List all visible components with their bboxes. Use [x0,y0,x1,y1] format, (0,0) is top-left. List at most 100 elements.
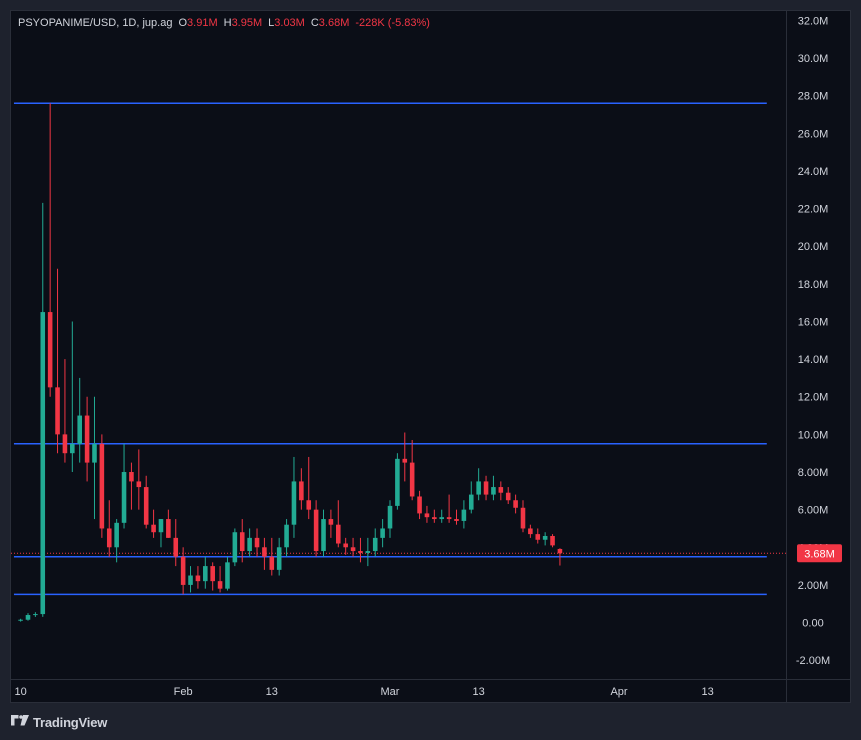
candle-body [387,505,393,529]
price-tick-label: 24.0M [798,166,829,178]
candle-body [70,443,75,454]
candle-body [358,551,363,553]
candle [513,494,518,514]
candle [239,519,245,563]
candle-body [18,619,23,621]
branding[interactable]: TradingView [10,711,107,733]
candle [47,103,53,397]
candle-body [84,415,90,463]
candle [535,528,541,544]
chart-pane[interactable] [10,10,851,703]
horizontal-levels [13,102,767,596]
candle-body [328,519,334,525]
candle-body [306,500,312,510]
candle [210,562,215,591]
candle [151,509,156,538]
candle [402,432,408,482]
last-price-badge-bg [797,544,842,563]
candle [299,468,304,510]
candle [33,612,38,617]
candle [550,534,555,548]
candle-body [402,458,408,463]
candle-body [513,500,518,508]
candle [454,509,459,525]
candle [232,528,238,567]
candle [99,434,105,538]
candle-body [173,537,179,557]
candle [446,494,452,523]
candle-body [505,492,511,501]
candle-body [476,481,481,495]
candle [136,449,142,510]
candle-body [446,517,452,520]
candle-body [372,537,378,552]
candle [461,500,467,529]
candle [491,475,496,501]
candle-body [151,524,156,533]
candle-body [247,537,252,552]
candle-body [188,575,193,585]
open-value: 3.91M [187,17,218,29]
candle-body [520,507,526,529]
price-tick-label: 14.0M [798,354,829,366]
price-axis[interactable]: 32.0M 30.0M 28.0M 26.0M 24.0M 22.0M 20.0M 18.0M… [796,15,830,667]
candle-body [129,472,134,482]
candle [173,519,179,567]
candle [417,490,422,520]
candle [129,462,134,510]
candle [328,509,334,538]
candle-body [498,487,504,493]
price-tick-label: 8.00M [798,467,829,479]
candle-body [343,543,348,548]
low-value: 3.03M [274,17,305,29]
candle-body [77,415,82,444]
price-tick-label: 6.00M [798,505,829,517]
candle-body [55,387,60,435]
time-tick-label: 10 [14,686,26,698]
candle-body [276,547,282,570]
candle-body [254,537,260,548]
candle-body [99,443,105,529]
candle-body [262,547,267,557]
candle-body [291,481,297,525]
time-tick-label: Mar [381,686,400,698]
candle [520,500,526,533]
candles [18,103,563,622]
low-label: L [268,17,275,29]
candle-body [195,575,201,582]
candle [18,618,23,622]
candle [358,537,363,563]
candle-body [203,566,208,582]
candle [77,377,82,463]
candle [528,524,533,538]
last-price-badge: 3.68M [797,544,842,563]
candle [92,396,97,520]
candle-body [409,462,415,497]
candle-body [557,548,563,554]
ohlc-legend: PSYOPANIME/USD, 1D, jup.ag O3.91M H3.95M L3… [18,17,430,29]
candle [409,440,415,501]
candle-body [121,472,127,523]
candle-body [136,481,142,488]
price-chart[interactable]: 32.0M 30.0M 28.0M 26.0M 24.0M 22.0M 20.0M 18.0M… [0,0,861,705]
candle [542,532,548,546]
candle [380,519,385,548]
price-tick-label: 12.0M [798,392,829,404]
candle-body [92,443,97,463]
candle [180,547,186,595]
candle [70,321,75,473]
change-value: -228K (-5.83%) [355,17,430,29]
candle [121,443,127,529]
time-tick-label: Feb [174,686,193,698]
candle [114,519,119,563]
candle-body [232,532,238,563]
close-value: 3.68M [318,17,350,29]
candle [483,475,489,501]
price-tick-label: 28.0M [798,91,829,103]
price-tick-label: 32.0M [798,15,829,27]
high-value: 3.95M [231,17,263,29]
time-axis[interactable]: 10 Feb 13 Mar 13 Apr 13 [14,686,713,698]
last-price-label: 3.68M [804,548,835,560]
candle-body [269,556,275,570]
candle [84,396,90,482]
